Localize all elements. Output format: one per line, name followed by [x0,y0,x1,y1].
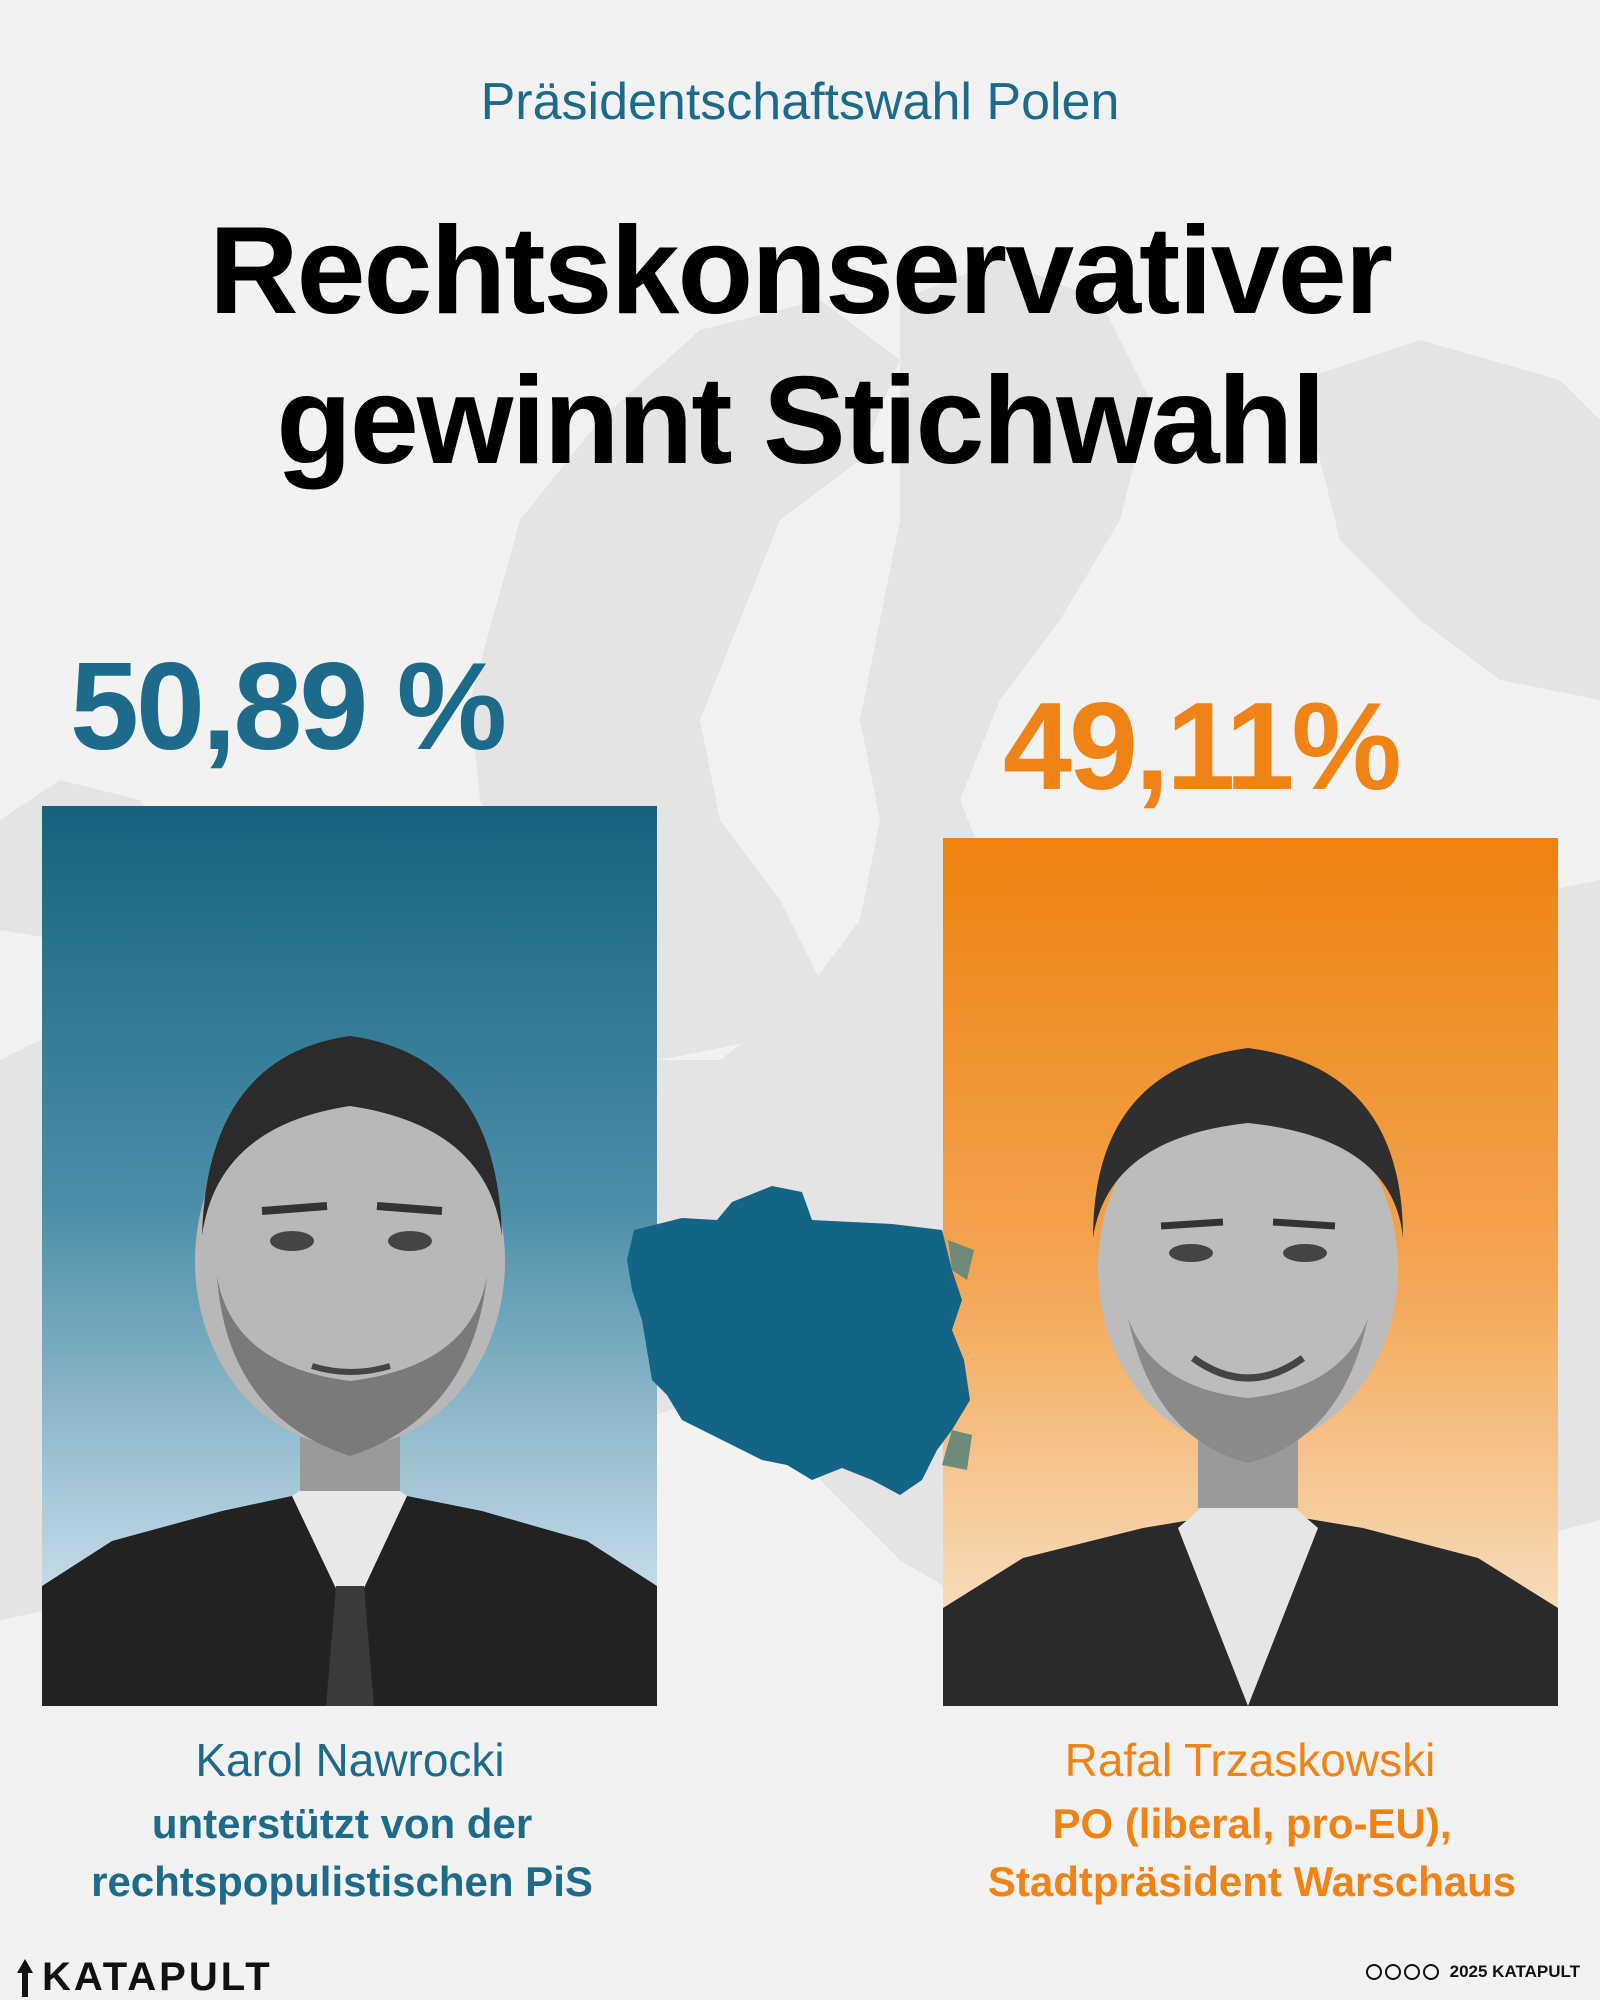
description-nawrocki-line-2: rechtspopulistischen PiS [91,1858,593,1905]
license-text: 2025 KATAPULT [1449,1962,1580,1981]
by-icon [1384,1964,1401,1980]
creative-commons-icons [1365,1964,1442,1980]
description-trzaskowski: PO (liberal, pro-EU), Stadtpräsident War… [882,1795,1600,1911]
portrait-trzaskowski [943,1048,1558,1706]
name-nawrocki: Karol Nawrocki [195,1734,505,1786]
cc-icon [1365,1964,1382,1980]
description-trzaskowski-line-2: Stadtpräsident Warschaus [987,1858,1517,1905]
description-trzaskowski-line-1: PO (liberal, pro-EU), [1052,1800,1452,1847]
portrait-panel-trzaskowski [943,838,1558,1706]
description-nawrocki-line-1: unterstützt von der [151,1800,533,1847]
katapult-logo-icon [17,1958,33,1997]
katapult-logo: KATAPULT [14,1955,273,2000]
portrait-panel-nawrocki [42,806,657,1706]
name-trzaskowski: Rafal Trzaskowski [1064,1734,1436,1786]
percentage-nawrocki: 50,89 % [70,638,507,776]
headline-line-2: gewinnt Stichwahl [276,352,1326,490]
nd-icon [1422,1964,1439,1980]
brand-name: KATAPULT [42,1955,273,1999]
poland-map-shape [627,1186,974,1495]
nc-icon [1403,1964,1420,1980]
portrait-nawrocki [42,1036,657,1706]
percentage-trzaskowski: 49,11% [1003,678,1402,816]
description-nawrocki: unterstützt von der rechtspopulistischen… [0,1795,712,1911]
license-notice: 2025 KATAPULT [1365,1962,1580,1982]
headline-line-1: Rechtskonservativer [209,202,1393,340]
kicker: Präsidentschaftswahl Polen [480,73,1120,131]
headline: Rechtskonservativer gewinnt Stichwahl [0,196,1600,496]
